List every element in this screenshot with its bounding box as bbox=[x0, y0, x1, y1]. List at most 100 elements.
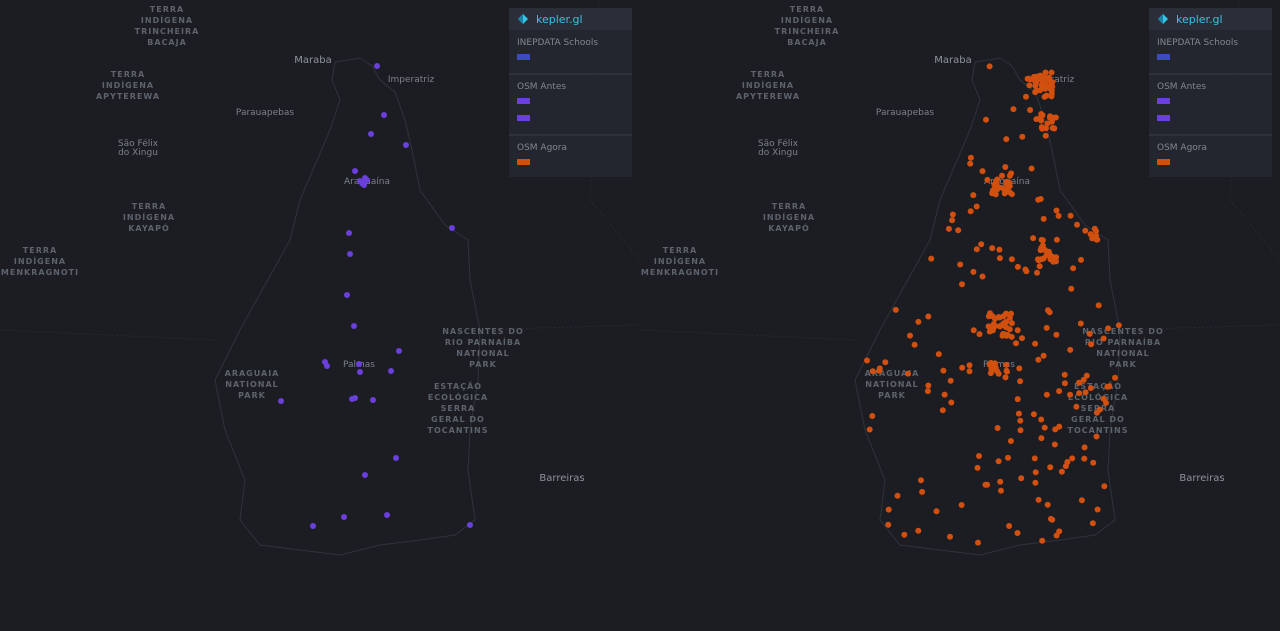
map-point bbox=[1043, 125, 1049, 132]
map-point bbox=[1105, 325, 1112, 332]
map-label: Maraba bbox=[934, 55, 971, 66]
map-panel[interactable]: TERRAINDÍGENATRINCHEIRABACAJATERRAINDÍGE… bbox=[639, 0, 1280, 556]
map-point bbox=[966, 368, 973, 375]
legend-header bbox=[509, 8, 632, 30]
map-point bbox=[984, 176, 991, 183]
legend-panel: kepler.gl INEPDATA Schools OSM Antes OSM Ag… bbox=[509, 8, 632, 177]
map-point bbox=[1088, 341, 1095, 348]
map-point bbox=[1058, 468, 1065, 475]
map-label: INDÍGENA bbox=[14, 255, 66, 266]
map-point bbox=[1042, 132, 1049, 139]
map-point bbox=[885, 506, 892, 513]
map-point bbox=[1038, 111, 1045, 117]
map-point bbox=[362, 472, 368, 478]
map-point bbox=[1039, 77, 1046, 84]
map-point bbox=[933, 508, 940, 515]
map-label: Barreiras bbox=[539, 473, 584, 484]
map-label: INDÍGENA bbox=[781, 14, 833, 25]
map-point bbox=[988, 365, 995, 372]
map-label: KAYAPÓ bbox=[128, 222, 170, 233]
map-point bbox=[1067, 212, 1074, 219]
map-point bbox=[393, 455, 399, 461]
map-point bbox=[467, 522, 473, 528]
map-label: INDÍGENA bbox=[763, 211, 815, 222]
map-label: NASCENTES DO bbox=[442, 327, 524, 336]
map-point bbox=[924, 388, 931, 395]
map-label: BACAJA bbox=[787, 38, 827, 47]
map-point bbox=[1032, 340, 1039, 347]
map-label: Maraba bbox=[294, 55, 331, 66]
map-point bbox=[396, 348, 402, 354]
map-label: TERRA bbox=[772, 202, 806, 211]
map-point bbox=[1027, 107, 1034, 113]
map-point bbox=[1053, 254, 1060, 261]
map-point bbox=[1106, 383, 1113, 390]
map-point bbox=[919, 488, 926, 495]
map-point bbox=[310, 523, 316, 529]
map-label: TERRA bbox=[663, 246, 697, 255]
map-point bbox=[925, 382, 932, 389]
map-label: SERRA bbox=[441, 404, 476, 413]
map-point bbox=[361, 182, 367, 188]
map-label: ECOLÓGICA bbox=[1068, 391, 1128, 402]
map-point bbox=[1007, 438, 1014, 444]
map-point bbox=[1041, 424, 1048, 431]
map-point bbox=[928, 255, 935, 262]
map-point bbox=[324, 363, 330, 369]
map-point bbox=[970, 327, 977, 334]
map-label: TERRA bbox=[23, 246, 57, 255]
map-point bbox=[1040, 215, 1047, 222]
map-point bbox=[997, 478, 1004, 485]
map-point bbox=[368, 131, 374, 137]
map-label: KAYAPÓ bbox=[768, 222, 810, 233]
legend-bg bbox=[509, 8, 632, 177]
map-point bbox=[403, 142, 409, 148]
map-point bbox=[1055, 212, 1062, 219]
map-point bbox=[1089, 520, 1096, 527]
map-point bbox=[1022, 266, 1029, 273]
map-point bbox=[1008, 256, 1015, 263]
map-point bbox=[1023, 93, 1029, 100]
map-label: ARAGUAIA bbox=[865, 369, 920, 378]
map-point bbox=[940, 367, 947, 374]
map-point bbox=[1112, 374, 1118, 381]
map-label: Barreiras bbox=[1179, 473, 1224, 484]
map-point bbox=[986, 63, 993, 70]
map-point bbox=[1081, 444, 1088, 451]
map-label: MENKRAGNOTI bbox=[1, 268, 79, 277]
map-point bbox=[982, 481, 989, 488]
map-label: PARK bbox=[238, 391, 266, 400]
map-point bbox=[1093, 228, 1099, 235]
map-point bbox=[1056, 423, 1063, 430]
map-point bbox=[1081, 455, 1088, 462]
map-point bbox=[1019, 133, 1026, 140]
map-point bbox=[994, 425, 1001, 431]
map-point bbox=[1047, 252, 1053, 259]
map-point bbox=[357, 178, 363, 184]
map-point bbox=[1074, 221, 1080, 228]
map-point bbox=[1061, 371, 1068, 378]
map-point bbox=[1014, 263, 1021, 270]
map-label: Parauapebas bbox=[876, 108, 934, 118]
map-panel[interactable]: TERRAINDÍGENATRINCHEIRABACAJATERRAINDÍGE… bbox=[0, 0, 641, 556]
map-label: ESTAÇÃO bbox=[434, 381, 482, 391]
legend-swatch bbox=[517, 98, 530, 104]
map-point bbox=[1003, 310, 1009, 317]
map-label: INDÍGENA bbox=[654, 255, 706, 266]
map-point bbox=[1041, 93, 1048, 100]
map-point bbox=[1077, 320, 1084, 327]
map-point bbox=[1003, 324, 1010, 331]
map-point bbox=[1061, 380, 1068, 387]
map-point bbox=[957, 261, 964, 268]
map-point bbox=[958, 502, 965, 508]
map-point bbox=[1006, 523, 1013, 529]
map-label: Parauapebas bbox=[236, 108, 294, 118]
legend-layer-name: OSM Antes bbox=[517, 82, 566, 92]
point-layer bbox=[278, 63, 473, 529]
map-point bbox=[990, 321, 997, 327]
map-point bbox=[449, 225, 455, 231]
map-point bbox=[918, 477, 924, 484]
map-point bbox=[1053, 207, 1060, 214]
map-point bbox=[892, 306, 899, 313]
